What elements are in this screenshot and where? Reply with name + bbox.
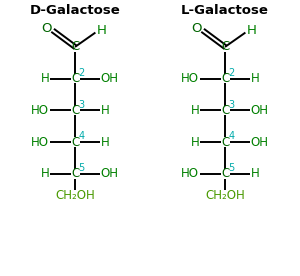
Text: H: H [247, 24, 256, 37]
Text: 2: 2 [228, 68, 234, 78]
Text: L-Galactose: L-Galactose [181, 4, 269, 17]
Text: OH: OH [251, 136, 269, 149]
Text: O: O [41, 22, 52, 36]
Text: H: H [97, 24, 106, 37]
Text: 4: 4 [228, 131, 234, 141]
Text: D-Galactose: D-Galactose [30, 4, 120, 17]
Text: OH: OH [101, 72, 119, 85]
Text: C: C [221, 72, 229, 85]
Text: H: H [190, 136, 199, 149]
Text: H: H [40, 72, 49, 85]
Text: H: H [101, 136, 110, 149]
Text: C: C [221, 104, 229, 117]
Text: C: C [221, 167, 229, 181]
Text: CH₂OH: CH₂OH [55, 189, 95, 203]
Text: H: H [251, 72, 260, 85]
Text: HO: HO [181, 167, 199, 181]
Text: HO: HO [31, 104, 49, 117]
Text: 2: 2 [78, 68, 84, 78]
Text: OH: OH [251, 104, 269, 117]
Text: O: O [192, 22, 202, 36]
Text: H: H [40, 167, 49, 181]
Text: HO: HO [31, 136, 49, 149]
Text: HO: HO [181, 72, 199, 85]
Text: C: C [71, 167, 79, 181]
Text: 4: 4 [78, 131, 84, 141]
Text: C: C [221, 136, 229, 149]
Text: H: H [101, 104, 110, 117]
Text: H: H [251, 167, 260, 181]
Text: 5: 5 [78, 163, 84, 173]
Text: H: H [190, 104, 199, 117]
Text: CH₂OH: CH₂OH [205, 189, 245, 203]
Text: C: C [71, 72, 79, 85]
Text: C: C [71, 104, 79, 117]
Text: C: C [221, 40, 229, 54]
Text: C: C [71, 40, 79, 54]
Text: OH: OH [101, 167, 119, 181]
Text: 3: 3 [228, 100, 234, 110]
Text: C: C [71, 136, 79, 149]
Text: 3: 3 [78, 100, 84, 110]
Text: 5: 5 [228, 163, 234, 173]
